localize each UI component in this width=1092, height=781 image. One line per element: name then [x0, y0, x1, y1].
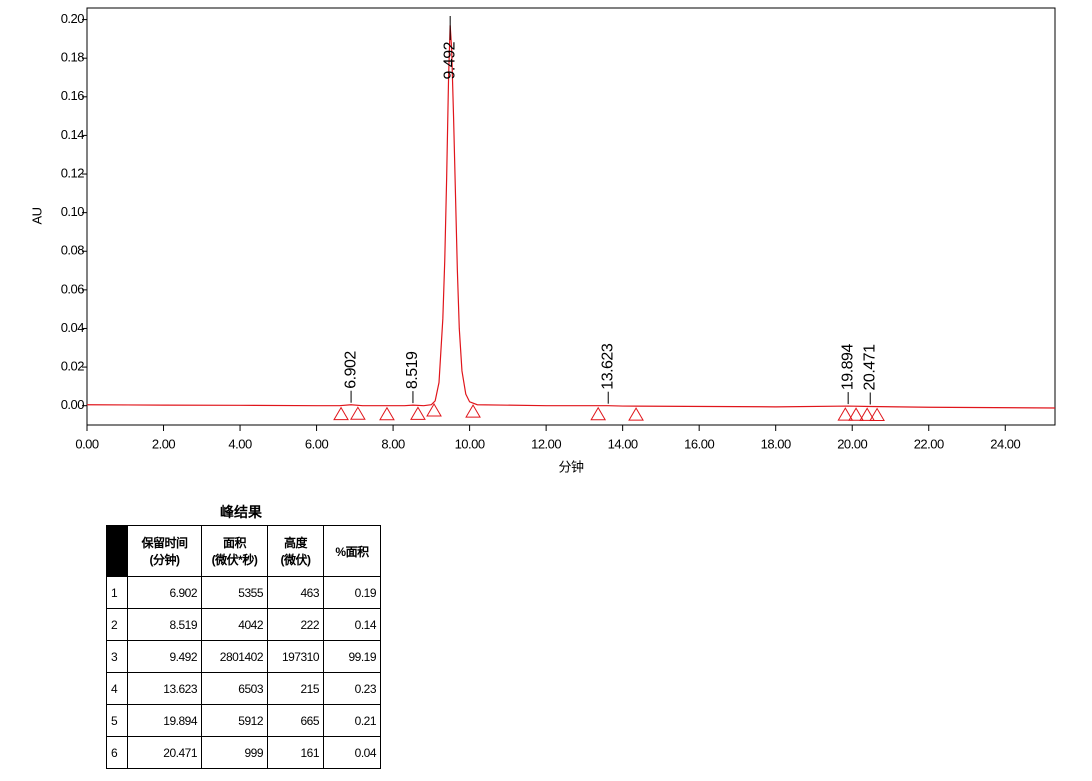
x-tick-label: 10.00	[455, 436, 485, 451]
table-cell: 8.519	[127, 608, 202, 641]
table-cell: 5355	[201, 576, 268, 609]
boundary-marker	[410, 406, 426, 420]
peak-label: 9.492	[441, 41, 458, 79]
table-cell: 2	[106, 608, 128, 641]
chart: AU 分钟 0.00 0.02 0.04 0.06 0.08 0.10 0.12 0.14 0.…	[29, 7, 1056, 474]
table-cell: 665	[267, 704, 324, 737]
x-tick-label: 4.00	[228, 436, 252, 451]
table-cell: 20.471	[127, 736, 202, 769]
boundary-marker	[628, 407, 644, 421]
boundary-marker	[869, 407, 885, 422]
table-cell: 4	[106, 672, 128, 705]
x-tick-label: 2.00	[152, 436, 176, 451]
table-title: 峰结果	[220, 504, 262, 520]
header-cell	[106, 525, 128, 577]
table-cell: 197310	[267, 640, 324, 673]
table-row: 2 8.519 4042 222 0.14	[106, 608, 381, 641]
table-cell: 3	[106, 640, 128, 673]
x-axis-label: 分钟	[558, 459, 584, 474]
table-cell: 6.902	[127, 576, 202, 609]
y-tick-label: 0.20	[61, 11, 85, 26]
table-cell: 13.623	[127, 672, 202, 705]
table-cell: 9.492	[127, 640, 202, 673]
table-row: 3 9.492 2801402 197310 99.19	[106, 640, 381, 673]
table-cell: 0.21	[323, 704, 381, 737]
table-cell: 161	[267, 736, 324, 769]
table-row: 1 6.902 5355 463 0.19	[106, 576, 381, 609]
header-cell: 面积 (微伏*秒)	[201, 525, 268, 577]
table-cell: 999	[201, 736, 268, 769]
y-axis-label: AU	[29, 207, 44, 224]
table-cell: 0.04	[323, 736, 381, 769]
boundary-marker	[859, 407, 876, 421]
table-cell: 0.23	[323, 672, 381, 705]
table-row: 4 13.623 6503 215 0.23	[106, 672, 381, 705]
table-cell: 6	[106, 736, 128, 769]
y-tick-label: 0.00	[61, 397, 85, 412]
boundary-marker	[848, 407, 864, 421]
peak-label: 8.519	[404, 351, 421, 389]
y-tick-label: 0.16	[61, 88, 85, 103]
table-row: 5 19.894 5912 665 0.21	[106, 704, 381, 737]
table-cell: 222	[267, 608, 324, 641]
table-row: 6 20.471 999 161 0.04	[106, 736, 381, 769]
y-tick-label: 0.02	[61, 359, 85, 374]
x-tick-label: 8.00	[381, 436, 405, 451]
table-cell: 1	[106, 576, 128, 609]
table-cell: 0.19	[323, 576, 381, 609]
table-cell: 5	[106, 704, 128, 737]
x-tick-label: 6.00	[305, 436, 329, 451]
peak-label: 19.894	[839, 344, 856, 391]
x-tick-label: 24.00	[990, 436, 1020, 451]
peak-label: 6.902	[342, 351, 359, 389]
table-cell: 2801402	[201, 640, 268, 673]
boundary-marker	[590, 406, 607, 421]
table-cell: 4042	[201, 608, 268, 641]
y-tick-label: 0.10	[61, 204, 85, 219]
peak-label: 20.471	[861, 344, 878, 391]
x-tick-label: 20.00	[837, 436, 867, 451]
boundary-marker	[379, 406, 395, 421]
peak-table: 保留时间 (分钟) 面积 (微伏*秒) 高度 (微伏) %面积 1 6.902 5355 46…	[106, 525, 381, 769]
y-tick-label: 0.08	[61, 243, 85, 258]
table-body: 1 6.902 5355 463 0.19 2 8.519 4042 222 0.14 3 9.492…	[106, 576, 381, 769]
x-tick-label: 0.00	[75, 436, 99, 451]
boundary-marker	[333, 406, 349, 421]
table-cell: 0.14	[323, 608, 381, 641]
table-cell: 99.19	[323, 640, 381, 673]
boundary-marker	[350, 406, 366, 420]
x-tick-label: 14.00	[608, 436, 638, 451]
x-tick-label: 22.00	[914, 436, 944, 451]
x-tick-label: 16.00	[684, 436, 714, 451]
header-row: 保留时间 (分钟) 面积 (微伏*秒) 高度 (微伏) %面积	[106, 525, 381, 577]
y-tick-label: 0.18	[61, 50, 85, 65]
boundary-marker	[837, 407, 854, 421]
table-cell: 5912	[201, 704, 268, 737]
header-cell: 高度 (微伏)	[267, 525, 324, 577]
table-cell: 19.894	[127, 704, 202, 737]
header-cell: %面积	[323, 525, 381, 577]
header-cell: 保留时间 (分钟)	[127, 525, 202, 577]
table-cell: 463	[267, 576, 324, 609]
boundary-marker	[465, 404, 481, 418]
table-cell: 215	[267, 672, 324, 705]
trace	[86, 25, 1056, 409]
x-tick-label: 18.00	[761, 436, 791, 451]
y-tick-label: 0.12	[61, 165, 85, 180]
plot-frame	[86, 7, 1056, 426]
peak-label: 13.623	[599, 343, 616, 390]
x-tick-label: 12.00	[531, 436, 561, 451]
boundary-marker	[426, 403, 442, 417]
y-tick-label: 0.14	[61, 127, 85, 142]
y-tick-label: 0.06	[61, 281, 85, 296]
y-tick-label: 0.04	[61, 320, 85, 335]
table-cell: 6503	[201, 672, 268, 705]
